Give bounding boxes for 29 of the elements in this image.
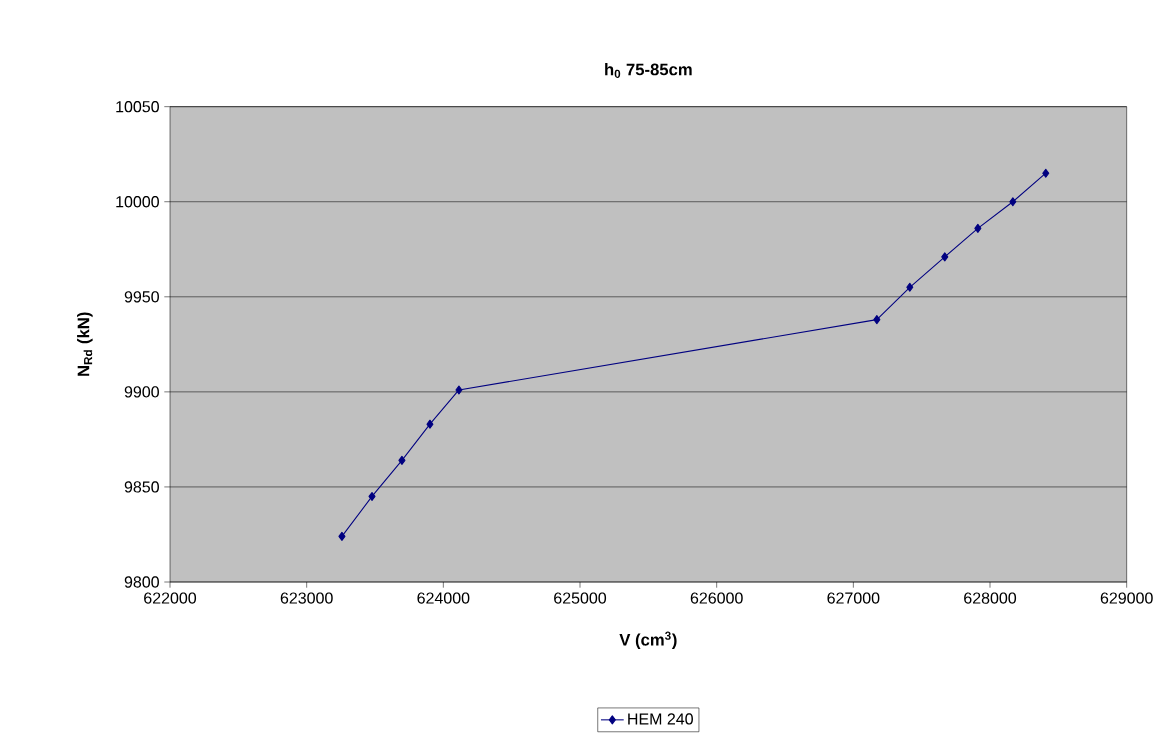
point [426,419,434,429]
x-tick-label: 626000 [690,592,743,604]
point [1042,168,1050,178]
x-tick-label: 629000 [1100,592,1153,604]
point [398,455,406,466]
y-axis-title: N$_{Rd}$ (kN) [77,312,93,377]
point [455,385,463,395]
point [338,531,346,542]
point [941,252,949,262]
legend-label: HEM 240 [628,713,693,725]
point [368,492,376,502]
x-tick-label: 628000 [964,592,1017,604]
point [1009,197,1017,207]
point [906,282,914,292]
x-tick-label: 622000 [144,592,197,604]
y-tick-label: 9900 [124,386,159,398]
y-tick-label: 9800 [124,576,159,588]
point [974,223,982,234]
x-tick-label: 623000 [280,592,333,604]
x-axis-title: V (cm$^{3}$) [619,631,677,650]
x-tick-label: 627000 [827,592,880,604]
y-tick-label: 10050 [116,101,159,113]
y-tick-label: 10000 [116,196,159,208]
chart-title: h$_{0}$ 75-85cm [605,63,692,79]
point [873,315,881,325]
y-tick-label: 9950 [124,291,159,303]
y-tick-label: 9850 [124,481,159,493]
x-tick-label: 624000 [417,592,470,604]
x-tick-label: 625000 [554,592,607,604]
